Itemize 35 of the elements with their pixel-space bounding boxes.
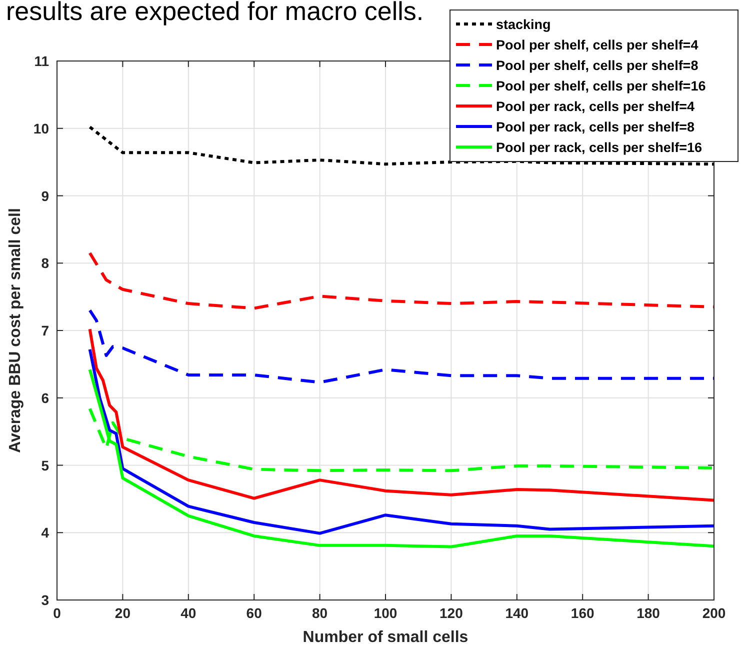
line-series bbox=[88, 348, 716, 535]
legend-label: Pool per rack, cells per shelf=8 bbox=[496, 120, 695, 134]
x-tick-label: 180 bbox=[636, 605, 660, 621]
x-tick-label: 200 bbox=[702, 605, 726, 621]
x-tick-label: 0 bbox=[53, 605, 62, 621]
x-axis-title: Number of small cells bbox=[302, 629, 468, 646]
y-tick-label: 5 bbox=[41, 457, 50, 474]
legend-label: Pool per shelf, cells per shelf=4 bbox=[496, 38, 699, 52]
x-tick-label: 140 bbox=[505, 605, 529, 621]
text: results are expected for macro cells. bbox=[6, 0, 424, 26]
y-axis-title: Average BBU cost per small cell bbox=[7, 208, 24, 453]
y-tick-label: 9 bbox=[41, 188, 50, 204]
x-tick-label: 40 bbox=[180, 605, 196, 621]
line-series bbox=[88, 308, 716, 384]
legend-label: Pool per shelf, cells per shelf=16 bbox=[496, 78, 706, 94]
y-tick-label: 10 bbox=[33, 120, 50, 136]
legend-label: Pool per shelf, cells per shelf=8 bbox=[496, 58, 699, 73]
y-tick-label: 7 bbox=[41, 322, 50, 338]
y-tick-label: 6 bbox=[41, 390, 50, 406]
x-tick-label: 160 bbox=[570, 605, 594, 621]
x-tick-label: 100 bbox=[374, 605, 398, 621]
y-tick-label: 4 bbox=[41, 524, 50, 541]
x-tick-label: 120 bbox=[440, 605, 464, 621]
y-tick-label: 11 bbox=[34, 53, 50, 69]
x-tick-label: 20 bbox=[114, 605, 131, 621]
x-tick-label: 80 bbox=[312, 605, 328, 621]
line-series bbox=[88, 252, 716, 310]
legend-label: Pool per rack, cells per shelf=4 bbox=[496, 99, 695, 114]
legend-label: Pool per rack, cells per shelf=16 bbox=[496, 140, 702, 155]
line-series bbox=[88, 328, 716, 502]
y-tick-label: 3 bbox=[41, 592, 50, 608]
x-tick-label: 60 bbox=[246, 605, 262, 621]
legend-label: stacking bbox=[496, 17, 551, 32]
line-series bbox=[88, 368, 716, 548]
y-tick-label: 8 bbox=[41, 255, 50, 272]
